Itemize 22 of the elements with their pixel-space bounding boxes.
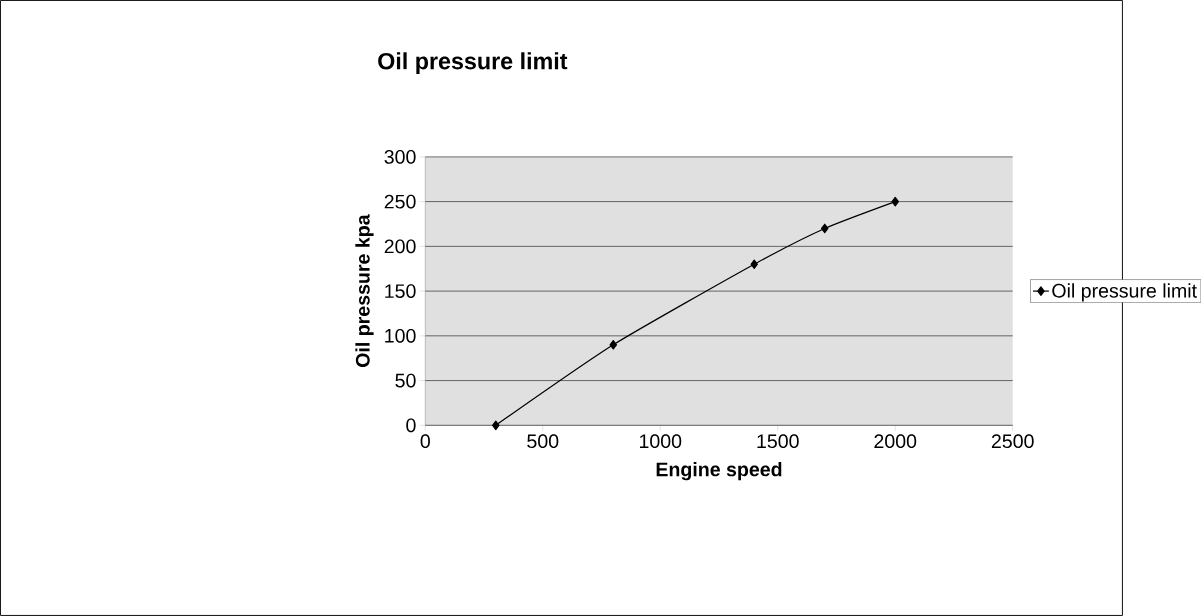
y-tick-label: 300 <box>384 149 416 164</box>
y-tick-label: 50 <box>395 373 416 388</box>
y-tick-label: 200 <box>384 239 416 254</box>
x-tick-label: 2000 <box>874 434 917 449</box>
y-tick-label: 150 <box>385 284 416 299</box>
y-tick-label: 250 <box>384 194 416 209</box>
point <box>492 420 500 431</box>
point <box>891 196 899 207</box>
x-tick-label: 0 <box>420 434 430 449</box>
x-axis-title: Engine speed <box>656 462 782 481</box>
legend-label: Oil pressure limit <box>1052 283 1197 302</box>
x-tick-label: 1500 <box>757 434 799 449</box>
x-tick-label: 500 <box>527 434 559 449</box>
point <box>750 259 759 270</box>
point <box>820 223 829 234</box>
chart-title: Oil pressure limit <box>378 52 568 75</box>
y-axis-title: Oil pressure kpa <box>355 214 374 368</box>
x-tick-label: 2500 <box>991 434 1034 449</box>
y-tick-label: 100 <box>385 328 416 343</box>
y-tick-label: 0 <box>406 418 416 433</box>
point <box>609 340 618 350</box>
x-tick-label: 1000 <box>639 434 682 449</box>
